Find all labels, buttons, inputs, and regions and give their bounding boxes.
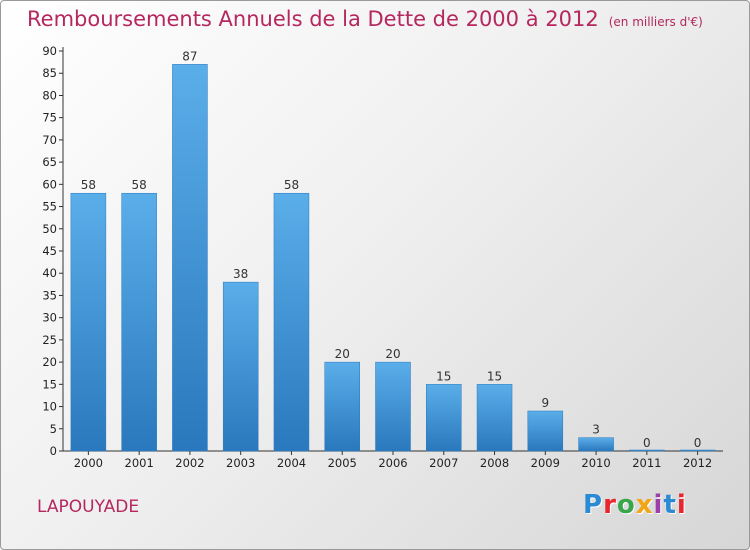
y-tick-label: 70: [42, 133, 57, 147]
bars: [70, 64, 716, 452]
axes: 0510152025303540455055606570758085902000…: [42, 44, 723, 470]
y-tick-label: 65: [42, 155, 57, 169]
data-label-2004: 58: [284, 178, 299, 192]
city-name: LAPOUYADE: [37, 497, 140, 517]
x-tick-label-2000: 2000: [74, 456, 103, 470]
y-tick-label: 10: [42, 400, 57, 414]
y-tick-label: 45: [42, 244, 57, 258]
bar-2007: [426, 384, 462, 452]
bar-2001: [121, 192, 157, 452]
bar-2006: [375, 361, 411, 452]
data-label-2001: 58: [132, 178, 147, 192]
data-label-2003: 38: [233, 267, 248, 281]
x-tick-label-2010: 2010: [581, 456, 610, 470]
y-tick-label: 75: [42, 111, 57, 125]
data-label-2012: 0: [694, 436, 702, 450]
y-tick-label: 0: [50, 444, 57, 458]
x-tick-label-2001: 2001: [125, 456, 154, 470]
bar-2004: [273, 192, 310, 452]
bar-2005: [324, 361, 360, 452]
logo-letter: i: [653, 490, 664, 520]
title-text: Remboursements Annuels de la Dette de 20…: [27, 7, 599, 31]
y-tick-label: 60: [42, 177, 57, 191]
logo-letter: x: [635, 490, 654, 520]
y-tick-label: 20: [42, 355, 57, 369]
data-label-2009: 9: [541, 396, 549, 410]
data-labels: 58 58 87 38 58 20 20 15 15 9 3 0 0: [81, 49, 702, 450]
bar-2009: [527, 410, 564, 452]
data-label-2000: 58: [81, 178, 96, 192]
y-tick-label: 50: [42, 222, 57, 236]
y-tick-label: 40: [42, 266, 57, 280]
y-tick-label: 30: [42, 311, 57, 325]
bar-2008: [476, 384, 513, 452]
chart-subtitle: (en milliers d'€): [608, 15, 703, 29]
x-tick-label-2011: 2011: [632, 456, 661, 470]
y-tick-label: 35: [42, 288, 57, 302]
data-label-2006: 20: [385, 347, 400, 361]
data-label-2002: 87: [182, 49, 197, 63]
x-tick-label-2012: 2012: [683, 456, 712, 470]
data-label-2011: 0: [643, 436, 651, 450]
logo-letter: P: [583, 490, 604, 520]
bar-2002: [172, 64, 208, 452]
bar-2011: [629, 449, 665, 452]
x-tick-label-2008: 2008: [480, 456, 509, 470]
chart-title: Remboursements Annuels de la Dette de 20…: [27, 7, 703, 31]
data-label-2007: 15: [436, 369, 451, 383]
x-tick-label-2004: 2004: [277, 456, 306, 470]
bar-2003: [222, 281, 259, 452]
x-tick-label-2009: 2009: [531, 456, 560, 470]
data-label-2005: 20: [335, 347, 350, 361]
y-tick-label: 25: [42, 333, 57, 347]
y-tick-label: 55: [42, 200, 57, 214]
logo-letter: t: [663, 490, 677, 520]
data-label-2008: 15: [487, 369, 502, 383]
proxiti-logo: Proxiti: [583, 490, 687, 520]
x-tick-label-2006: 2006: [378, 456, 407, 470]
y-tick-label: 80: [42, 88, 57, 102]
x-tick-label-2005: 2005: [328, 456, 357, 470]
y-tick-label: 5: [50, 422, 57, 436]
bar-2012: [679, 449, 716, 452]
bar-2010: [578, 437, 614, 452]
logo-letter: i: [676, 490, 687, 520]
y-tick-label: 15: [42, 377, 57, 391]
logo-letter: o: [616, 490, 636, 520]
bar-2000: [70, 192, 107, 452]
x-tick-label-2007: 2007: [429, 456, 458, 470]
logo-letter: r: [603, 490, 617, 520]
y-tick-label: 90: [42, 44, 57, 58]
x-tick-label-2003: 2003: [226, 456, 255, 470]
x-tick-label-2002: 2002: [175, 456, 204, 470]
data-label-2010: 3: [592, 423, 600, 437]
y-tick-label: 85: [42, 66, 57, 80]
